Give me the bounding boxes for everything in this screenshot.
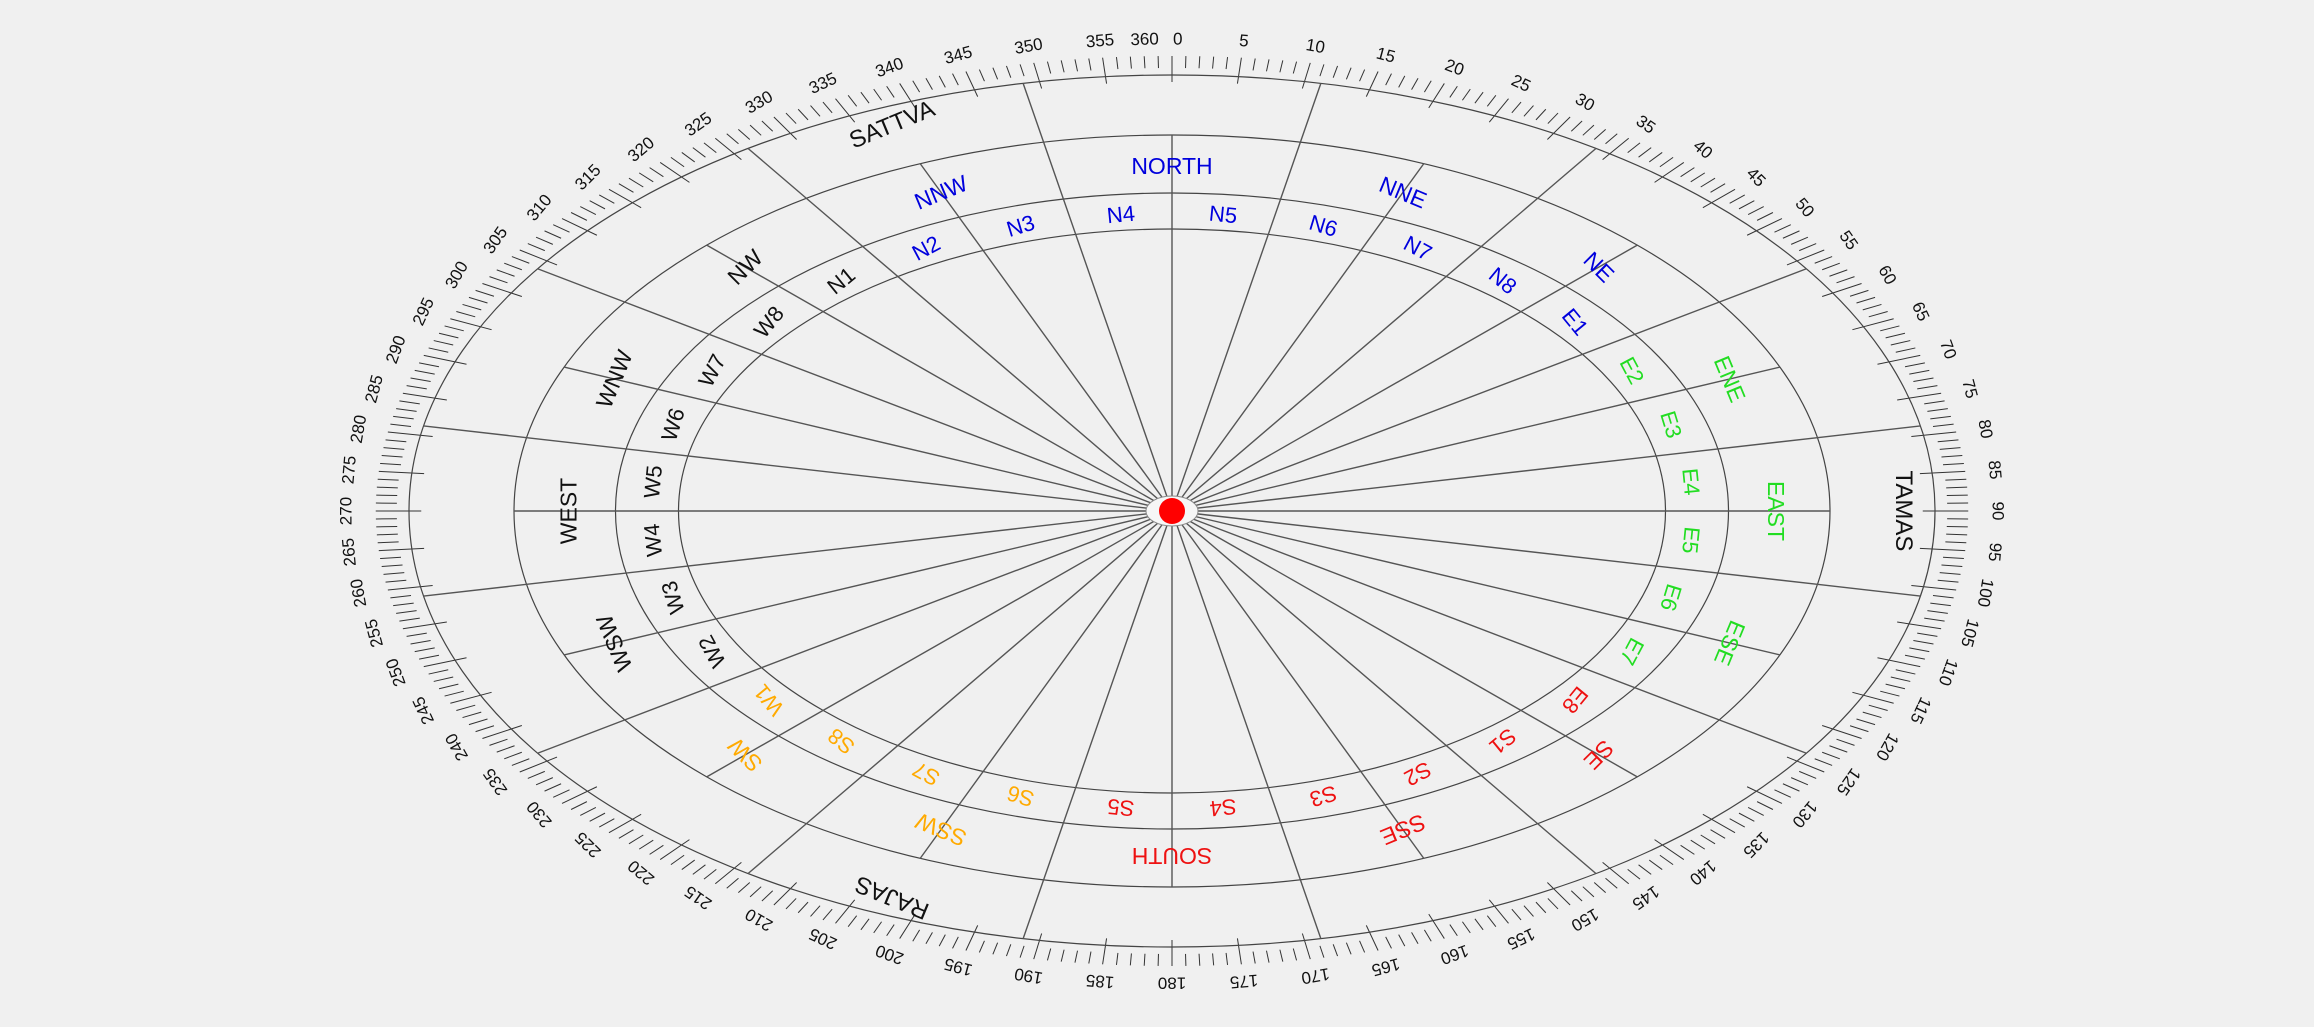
center-dot — [1159, 498, 1185, 524]
degree-tick — [1946, 534, 1967, 535]
zone-label: N5 — [1208, 201, 1238, 229]
guna-label: TAMAS — [1890, 471, 1917, 552]
degree-label: 360 — [1130, 29, 1159, 49]
degree-label: 175 — [1229, 971, 1259, 992]
zone-label: S4 — [1208, 794, 1237, 822]
zone-label: N4 — [1106, 201, 1136, 229]
zone-label: E5 — [1677, 526, 1705, 555]
degree-label: 5 — [1238, 31, 1249, 51]
degree-label: 180 — [1158, 974, 1186, 993]
degree-label: 10 — [1304, 35, 1326, 57]
direction-label: WEST — [555, 478, 581, 544]
zone-label: W4 — [639, 523, 667, 558]
degree-label: 95 — [1985, 542, 2006, 563]
degree-tick — [377, 487, 398, 488]
degree-label: 265 — [338, 537, 359, 567]
direction-label: EAST — [1763, 481, 1789, 541]
degree-tick — [377, 534, 398, 535]
degree-label: 80 — [1974, 418, 1996, 440]
degree-label: 355 — [1085, 30, 1115, 51]
degree-tick — [1946, 487, 1967, 488]
zone-label: E4 — [1677, 467, 1705, 496]
degree-label: 270 — [337, 497, 356, 525]
center — [1146, 496, 1198, 526]
direction-label: SOUTH — [1132, 843, 1213, 869]
degree-label: 275 — [338, 455, 359, 485]
degree-label: 90 — [1989, 502, 2008, 521]
zone-label: W5 — [639, 464, 667, 499]
direction-label: NORTH — [1131, 153, 1212, 179]
degree-label: 185 — [1085, 971, 1115, 992]
zone-label: S5 — [1106, 794, 1135, 822]
degree-label: 0 — [1173, 29, 1183, 48]
degree-label: 85 — [1985, 460, 2006, 481]
